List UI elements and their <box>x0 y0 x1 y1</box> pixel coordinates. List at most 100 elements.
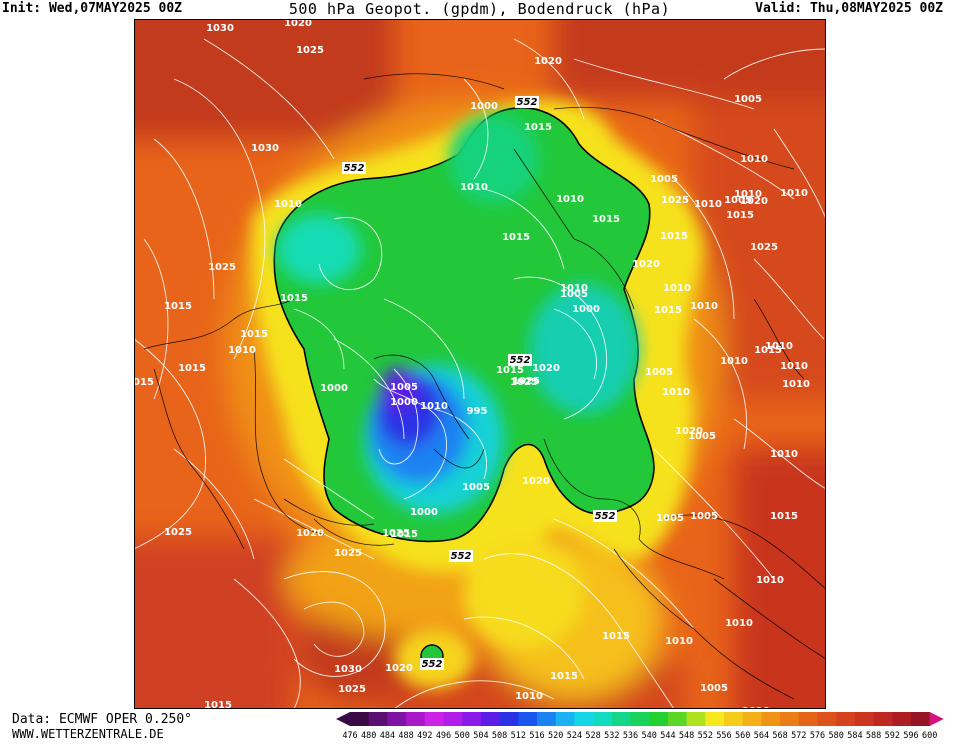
isobar-label: 1015 <box>390 529 418 540</box>
colorbar-tick-label: 536 <box>623 731 638 741</box>
isobar-label: 1015 <box>502 232 530 243</box>
colorbar-tick-label: 488 <box>398 731 413 741</box>
isobar-label: 1030 <box>251 143 279 154</box>
colorbar-swatch <box>798 712 818 726</box>
colorbar-swatch <box>406 712 426 726</box>
colorbar-swatch <box>780 712 800 726</box>
isobar-label: 1010 <box>420 401 448 412</box>
colorbar-tick-label: 532 <box>604 731 619 741</box>
colorbar-swatch <box>462 712 482 726</box>
isobar-label: 1000 <box>410 507 438 518</box>
colorbar-swatch <box>667 712 688 726</box>
isobar-label: 995 <box>467 406 488 417</box>
isobar-label: 1025 <box>512 376 540 387</box>
isobar-label: 1010 <box>734 189 762 200</box>
colorbar-tick-label: 500 <box>455 731 470 741</box>
valid-time-label: Valid: Thu,08MAY2025 00Z <box>755 1 943 16</box>
isobar-label: 1020 <box>284 19 312 29</box>
isobar-label: 1025 <box>338 684 366 695</box>
colorbar-tick-label: 600 <box>922 731 937 741</box>
isobar-label: 1015 <box>164 301 192 312</box>
colorbar-tick-label: 512 <box>511 731 526 741</box>
isobar-label: 1020 <box>522 476 550 487</box>
isobar-label: 1020 <box>632 259 660 270</box>
isobar-label: 1010 <box>460 182 488 193</box>
isobar-label: 1005 <box>462 482 490 493</box>
colorbar-swatch <box>630 712 650 726</box>
isobar-label: 1025 <box>296 45 324 56</box>
geopotential-label: 552 <box>517 97 538 108</box>
colorbar-tick-label: 480 <box>361 731 376 741</box>
colorbar-swatch <box>555 712 575 726</box>
colorbar-tick-label: 564 <box>754 731 769 741</box>
isobar-label: 1025 <box>334 548 362 559</box>
colorbar-tick-label: 528 <box>585 731 600 741</box>
isobar-label: 1025 <box>164 527 192 538</box>
isobar-label: 1015 <box>178 363 206 374</box>
isobar-label: 1020 <box>532 363 560 374</box>
isobar-labels: 1020102510301025101510151015101010151030… <box>134 19 810 709</box>
colorbar-swatch <box>854 712 875 726</box>
isobar-label: 1015 <box>204 700 232 709</box>
colorbar-tick-label: 492 <box>417 731 432 741</box>
colorbar-swatch <box>705 712 725 726</box>
isobar-label: 1015 <box>280 293 308 304</box>
colorbar-swatch <box>593 712 613 726</box>
isobar-label: 1015 <box>240 329 268 340</box>
isobar-label: 1005 <box>560 289 588 300</box>
isobar-label: 1010 <box>663 283 691 294</box>
isobar-label: 1020 <box>534 56 562 67</box>
website-link[interactable]: WWW.WETTERZENTRALE.DE <box>12 727 164 741</box>
colorbar-swatch <box>443 712 463 726</box>
colorbar-swatch <box>686 712 706 726</box>
colorbar-swatch <box>873 712 893 726</box>
colorbar-tick-label: 552 <box>698 731 713 741</box>
init-time-label: Init: Wed,07MAY2025 00Z <box>2 1 183 16</box>
colorbar-swatch <box>499 712 519 726</box>
isobar-label: 1010 <box>725 618 753 629</box>
isobar-label: 1010 <box>274 199 302 210</box>
isobar-label: 1010 <box>742 706 770 709</box>
colorbar-swatch <box>892 712 912 726</box>
colorbar-swatch <box>611 712 631 726</box>
colorbar-tick-label: 572 <box>791 731 806 741</box>
isobar-label: 1010 <box>780 361 808 372</box>
geopotential-label: 552 <box>510 355 531 366</box>
isobar-label: 1010 <box>665 636 693 647</box>
colorbar-swatch <box>649 712 669 726</box>
isobar-label: 1010 <box>560 283 588 294</box>
isobar-label: 1025 <box>750 242 778 253</box>
isobar-label: 1010 <box>770 449 798 460</box>
colorbar-tick-label: 504 <box>473 731 488 741</box>
colorbar-tick-label: 592 <box>885 731 900 741</box>
colorbar-tick-label: 544 <box>660 731 675 741</box>
colorbar-swatch <box>817 712 837 726</box>
isobar-label: 1015 <box>496 365 524 376</box>
isobar-label: 1005 <box>688 431 716 442</box>
isobar-label: 1010 <box>690 301 718 312</box>
colorbar-swatch <box>761 712 781 726</box>
colorbar-tick-label: 476 <box>342 731 357 741</box>
isobar-label: 1025 <box>382 528 410 539</box>
colorbar-swatch <box>742 712 762 726</box>
isobar-label: 1010 <box>515 691 543 702</box>
colorbar-arrow-right <box>929 712 944 726</box>
isobar-label: 1010 <box>782 379 810 390</box>
colorbar-tick-label: 584 <box>847 731 862 741</box>
isobar-label: 1005 <box>724 195 752 206</box>
isobar-label: 1015 <box>524 122 552 133</box>
isobar-label: 1015 <box>770 511 798 522</box>
colorbar-tick-label: 496 <box>436 731 451 741</box>
colorbar-tick-label: 588 <box>866 731 881 741</box>
isobar-label: 1010 <box>228 345 256 356</box>
isobar-label: 1015 <box>754 345 782 356</box>
colorbar-swatch <box>574 712 594 726</box>
isobar-label: 1030 <box>206 23 234 34</box>
colorbar-tick-label: 516 <box>529 731 544 741</box>
geopotential-label: 552 <box>344 163 365 174</box>
isobar-label: 1030 <box>334 664 362 675</box>
colorbar-legend: 476 480 484 488 492 496 500 504 508 512 516 520 524 5… <box>334 712 959 741</box>
isobar-label: 1005 <box>690 511 718 522</box>
isobar-label: 1020 <box>296 528 324 539</box>
isobar-label: 1000 <box>470 101 498 112</box>
